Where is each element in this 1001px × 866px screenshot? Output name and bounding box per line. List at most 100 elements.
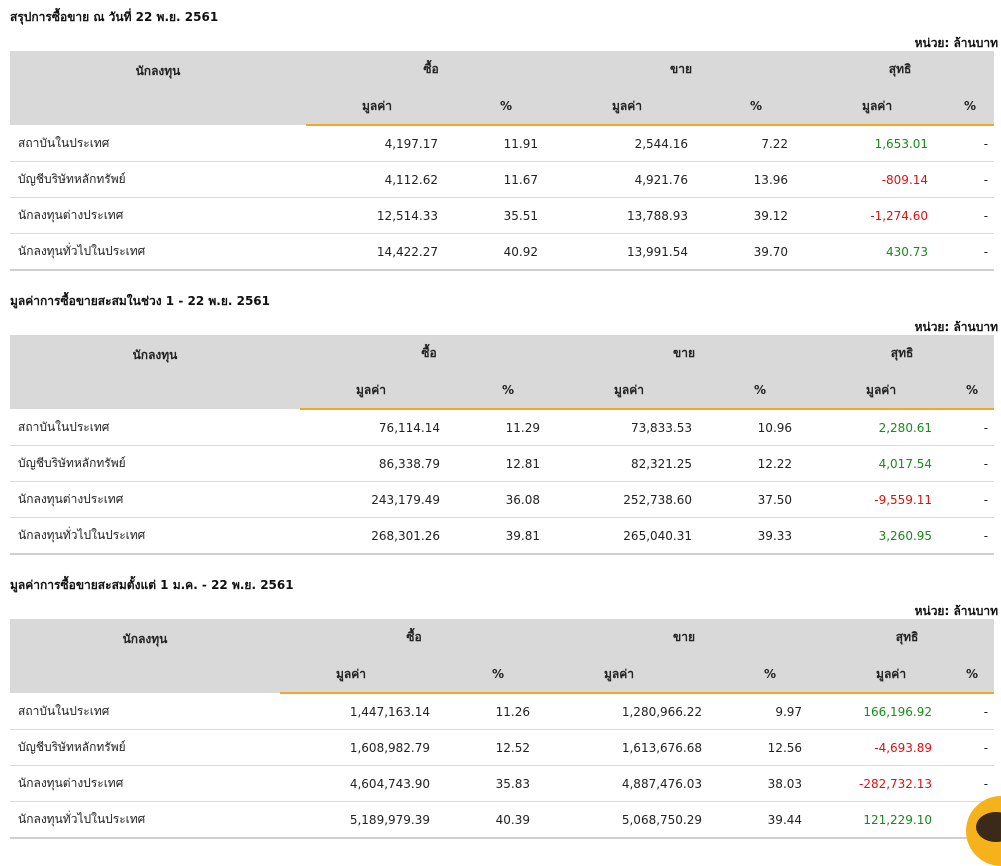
table-row: สถาบันในประเทศ 76,114.14 11.29 73,833.53… xyxy=(10,409,995,446)
sell-percent: 7.22 xyxy=(706,125,807,162)
net-percent: - xyxy=(950,729,995,766)
investor-name: นักลงทุนต่างประเทศ xyxy=(10,765,280,802)
buy-percent: 11.29 xyxy=(458,409,559,446)
unit-label: หน่วย: ล้านบาท xyxy=(914,604,998,618)
header-net: สุทธิ xyxy=(810,335,995,372)
investor-name: บัญชีบริษัทหลักทรัพย์ xyxy=(10,729,280,766)
header-buy: ซื้อ xyxy=(280,619,549,656)
buy-percent: 11.67 xyxy=(456,161,557,198)
buy-value: 86,338.79 xyxy=(300,445,458,482)
trade-table: นักลงทุน ซื้อ ขาย สุทธิ มูลค่า % มูลค่า … xyxy=(10,51,995,271)
net-percent: - xyxy=(950,517,995,555)
header-sell-value: มูลค่า xyxy=(558,372,711,410)
header-net: สุทธิ xyxy=(806,51,995,88)
table-row: บัญชีบริษัทหลักทรัพย์ 4,112.62 11.67 4,9… xyxy=(10,161,995,198)
sell-percent: 12.22 xyxy=(710,445,811,482)
net-value: -282,732.13 xyxy=(820,765,951,802)
buy-value: 14,422.27 xyxy=(306,233,456,271)
header-net-percent: % xyxy=(950,372,995,410)
sell-percent: 12.56 xyxy=(720,729,821,766)
net-value: 3,260.95 xyxy=(810,517,951,555)
buy-value: 268,301.26 xyxy=(300,517,458,555)
buy-percent: 12.52 xyxy=(448,729,549,766)
sell-value: 4,921.76 xyxy=(556,161,707,198)
net-percent: - xyxy=(950,693,995,730)
trade-table: นักลงทุน ซื้อ ขาย สุทธิ มูลค่า % มูลค่า … xyxy=(10,619,995,839)
sell-value: 13,991.54 xyxy=(556,233,707,271)
header-sell-value: มูลค่า xyxy=(556,88,707,126)
header-sell-percent: % xyxy=(710,372,811,410)
net-value: -809.14 xyxy=(806,161,947,198)
trade-table: นักลงทุน ซื้อ ขาย สุทธิ มูลค่า % มูลค่า … xyxy=(10,335,995,555)
unit-label: หน่วย: ล้านบาท xyxy=(914,36,998,50)
sell-value: 1,280,966.22 xyxy=(548,693,721,730)
net-percent: - xyxy=(946,197,995,234)
sell-value: 5,068,750.29 xyxy=(548,801,721,839)
buy-value: 1,608,982.79 xyxy=(280,729,448,766)
sell-percent: 37.50 xyxy=(710,481,811,518)
net-value: -9,559.11 xyxy=(810,481,951,518)
header-sell-value: มูลค่า xyxy=(548,656,721,694)
table-row: นักลงทุนทั่วไปในประเทศ 5,189,979.39 40.3… xyxy=(10,801,995,839)
table-row: นักลงทุนทั่วไปในประเทศ 14,422.27 40.92 1… xyxy=(10,233,995,271)
investor-name: บัญชีบริษัทหลักทรัพย์ xyxy=(10,445,300,482)
table-row: นักลงทุนต่างประเทศ 4,604,743.90 35.83 4,… xyxy=(10,765,995,802)
investor-name: นักลงทุนต่างประเทศ xyxy=(10,481,300,518)
header-net-value: มูลค่า xyxy=(820,656,951,694)
header-buy-value: มูลค่า xyxy=(280,656,448,694)
sell-percent: 38.03 xyxy=(720,765,821,802)
buy-percent: 40.39 xyxy=(448,801,549,839)
section-title: สรุปการซื้อขาย ณ วันที่ 22 พ.ย. 2561 xyxy=(10,10,219,24)
sell-value: 82,321.25 xyxy=(558,445,711,482)
investor-name: นักลงทุนทั่วไปในประเทศ xyxy=(10,233,306,271)
sell-value: 4,887,476.03 xyxy=(548,765,721,802)
buy-value: 4,197.17 xyxy=(306,125,456,162)
net-percent: - xyxy=(946,125,995,162)
header-sell: ขาย xyxy=(548,619,821,656)
sell-percent: 39.70 xyxy=(706,233,807,271)
table-row: บัญชีบริษัทหลักทรัพย์ 1,608,982.79 12.52… xyxy=(10,729,995,766)
sell-percent: 10.96 xyxy=(710,409,811,446)
header-sell: ขาย xyxy=(558,335,811,372)
investor-name: นักลงทุนทั่วไปในประเทศ xyxy=(10,517,300,555)
sell-value: 13,788.93 xyxy=(556,197,707,234)
header-buy-percent: % xyxy=(456,88,557,126)
sell-value: 2,544.16 xyxy=(556,125,707,162)
buy-percent: 12.81 xyxy=(458,445,559,482)
investor-name: สถาบันในประเทศ xyxy=(10,693,280,730)
table-row: สถาบันในประเทศ 1,447,163.14 11.26 1,280,… xyxy=(10,693,995,730)
sell-percent: 9.97 xyxy=(720,693,821,730)
sell-value: 73,833.53 xyxy=(558,409,711,446)
buy-value: 243,179.49 xyxy=(300,481,458,518)
net-value: -4,693.89 xyxy=(820,729,951,766)
section-title: มูลค่าการซื้อขายสะสมตั้งแต่ 1 ม.ค. - 22 … xyxy=(10,578,294,592)
header-buy: ซื้อ xyxy=(306,51,557,88)
buy-value: 4,604,743.90 xyxy=(280,765,448,802)
header-net-percent: % xyxy=(946,88,995,126)
net-value: 166,196.92 xyxy=(820,693,951,730)
header-investor: นักลงทุน xyxy=(10,51,306,125)
buy-value: 76,114.14 xyxy=(300,409,458,446)
net-percent: - xyxy=(946,161,995,198)
table-row: นักลงทุนต่างประเทศ 243,179.49 36.08 252,… xyxy=(10,481,995,518)
net-value: 121,229.10 xyxy=(820,801,951,839)
net-value: 2,280.61 xyxy=(810,409,951,446)
header-buy-percent: % xyxy=(458,372,559,410)
buy-value: 12,514.33 xyxy=(306,197,456,234)
header-net-value: มูลค่า xyxy=(810,372,951,410)
sell-percent: 39.12 xyxy=(706,197,807,234)
buy-percent: 39.81 xyxy=(458,517,559,555)
net-value: 1,653.01 xyxy=(806,125,947,162)
table-row: บัญชีบริษัทหลักทรัพย์ 86,338.79 12.81 82… xyxy=(10,445,995,482)
net-value: 4,017.54 xyxy=(810,445,951,482)
net-percent: - xyxy=(950,409,995,446)
sell-value: 265,040.31 xyxy=(558,517,711,555)
header-net: สุทธิ xyxy=(820,619,995,656)
buy-percent: 11.26 xyxy=(448,693,549,730)
buy-value: 5,189,979.39 xyxy=(280,801,448,839)
investor-name: นักลงทุนทั่วไปในประเทศ xyxy=(10,801,280,839)
sell-percent: 13.96 xyxy=(706,161,807,198)
header-investor: นักลงทุน xyxy=(10,619,280,693)
header-buy-value: มูลค่า xyxy=(300,372,458,410)
investor-name: สถาบันในประเทศ xyxy=(10,409,300,446)
